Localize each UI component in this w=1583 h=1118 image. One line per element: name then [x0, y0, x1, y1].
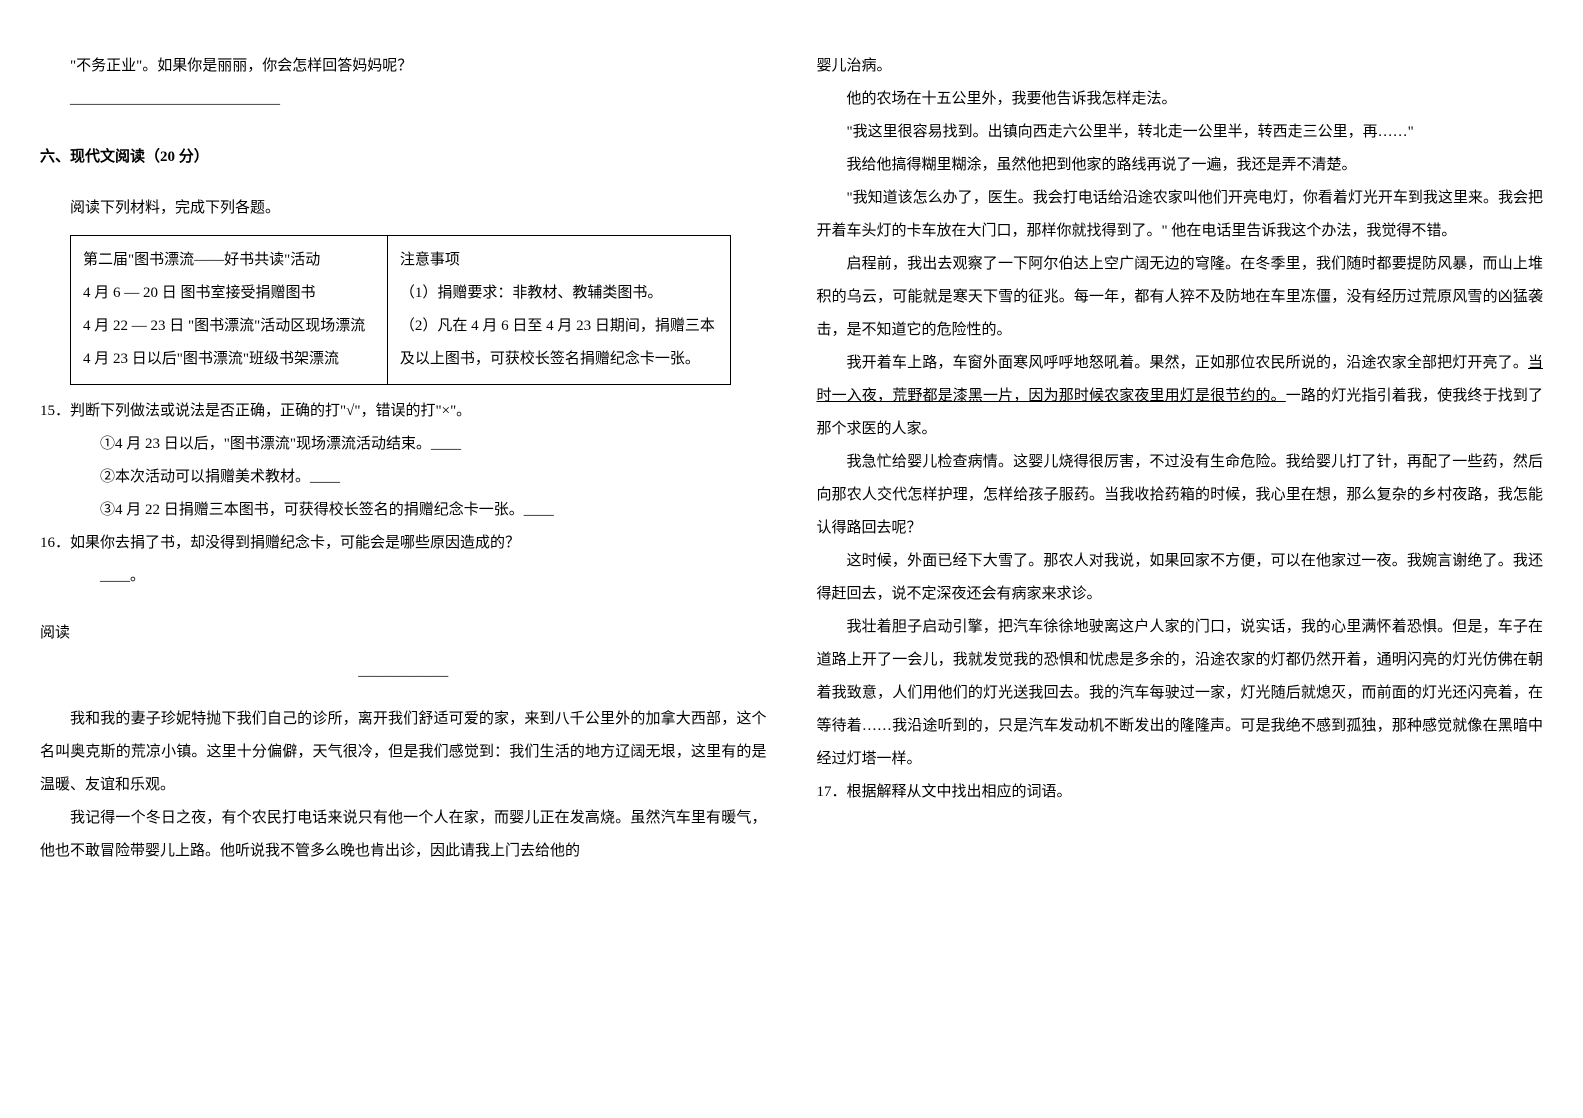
- story-p7: "我知道该怎么办了，医生。我会打电话给沿途农家叫他们开亮电灯，你看着灯光开车到我…: [817, 182, 1544, 248]
- story-p6: 我给他搞得糊里糊涂，虽然他把到他家的路线再说了一遍，我还是弄不清楚。: [817, 149, 1544, 182]
- dash-line: ——————: [40, 660, 767, 693]
- story-p4: 他的农场在十五公里外，我要他告诉我怎样走法。: [817, 83, 1544, 116]
- story-p3: 我记得一个冬日之夜，有个农民打电话来说只有他一个人在家，而婴儿正在发高烧。虽然汽…: [40, 802, 767, 868]
- left-column: "不务正业"。如果你是丽丽，你会怎样回答妈妈呢？ _______________…: [40, 50, 767, 1068]
- story-p10: 我急忙给婴儿检查病情。这婴儿烧得很厉害，不过没有生命危险。我给婴儿打了针，再配了…: [817, 446, 1544, 545]
- story-p8: 启程前，我出去观察了一下阿尔伯达上空广阔无边的穹隆。在冬季里，我们随时都要提防风…: [817, 248, 1544, 347]
- section-heading: 六、现代文阅读（20 分）: [40, 141, 767, 174]
- story-p5: "我这里很容易找到。出镇向西走六公里半，转北走一公里半，转西走三公里，再……": [817, 116, 1544, 149]
- answer-blank-1: ____________________________: [70, 83, 767, 116]
- q15-3: ③4 月 22 日捐赠三本图书，可获得校长签名的捐赠纪念卡一张。____: [100, 494, 767, 527]
- story-p2: 我和我的妻子珍妮特抛下我们自己的诊所，离开我们舒适可爱的家，来到八千公里外的加拿…: [40, 703, 767, 802]
- table-r1: 注意事项: [400, 244, 718, 277]
- right-column: 婴儿治病。 他的农场在十五公里外，我要他告诉我怎样走法。 "我这里很容易找到。出…: [817, 50, 1544, 1068]
- p9-a: 我开着车上路，车窗外面寒风呼呼地怒吼着。果然，正如那位农民所说的，沿途农家全部把…: [847, 355, 1528, 371]
- notice-table: 第二届"图书漂流——好书共读"活动 4 月 6 — 20 日 图书室接受捐赠图书…: [70, 235, 731, 385]
- table-l1: 第二届"图书漂流——好书共读"活动: [83, 244, 375, 277]
- q15: 15．判断下列做法或说法是否正确，正确的打"√"，错误的打"×"。: [40, 395, 767, 428]
- story-p9: 我开着车上路，车窗外面寒风呼呼地怒吼着。果然，正如那位农民所说的，沿途农家全部把…: [817, 347, 1544, 446]
- table-right-cell: 注意事项 （1）捐赠要求：非教材、教辅类图书。 （2）凡在 4 月 6 日至 4…: [387, 236, 730, 385]
- table-left-cell: 第二届"图书漂流——好书共读"活动 4 月 6 — 20 日 图书室接受捐赠图书…: [71, 236, 388, 385]
- q16: 16．如果你去捐了书，却没得到捐赠纪念卡，可能会是哪些原因造成的？: [40, 527, 767, 560]
- q17: 17．根据解释从文中找出相应的词语。: [817, 776, 1544, 809]
- q15-2: ②本次活动可以捐赠美术教材。____: [100, 461, 767, 494]
- fragment-line: "不务正业"。如果你是丽丽，你会怎样回答妈妈呢？: [70, 50, 767, 83]
- story-p11: 这时候，外面已经下大雪了。那农人对我说，如果回家不方便，可以在他家过一夜。我婉言…: [817, 545, 1544, 611]
- table-l4: 4 月 23 日以后"图书漂流"班级书架漂流: [83, 343, 375, 376]
- reading-intro: 阅读下列材料，完成下列各题。: [70, 192, 767, 225]
- table-r3: （2）凡在 4 月 6 日至 4 月 23 日期间，捐赠三本及以上图书，可获校长…: [400, 310, 718, 376]
- reading-label: 阅读: [40, 617, 767, 650]
- q16-blank: ____。: [100, 560, 767, 593]
- table-l2: 4 月 6 — 20 日 图书室接受捐赠图书: [83, 277, 375, 310]
- table-r2: （1）捐赠要求：非教材、教辅类图书。: [400, 277, 718, 310]
- q15-1: ①4 月 23 日以后，"图书漂流"现场漂流活动结束。____: [100, 428, 767, 461]
- story-p12: 我壮着胆子启动引擎，把汽车徐徐地驶离这户人家的门口，说实话，我的心里满怀着恐惧。…: [817, 611, 1544, 776]
- cont-line: 婴儿治病。: [817, 50, 1544, 83]
- table-l3: 4 月 22 — 23 日 "图书漂流"活动区现场漂流: [83, 310, 375, 343]
